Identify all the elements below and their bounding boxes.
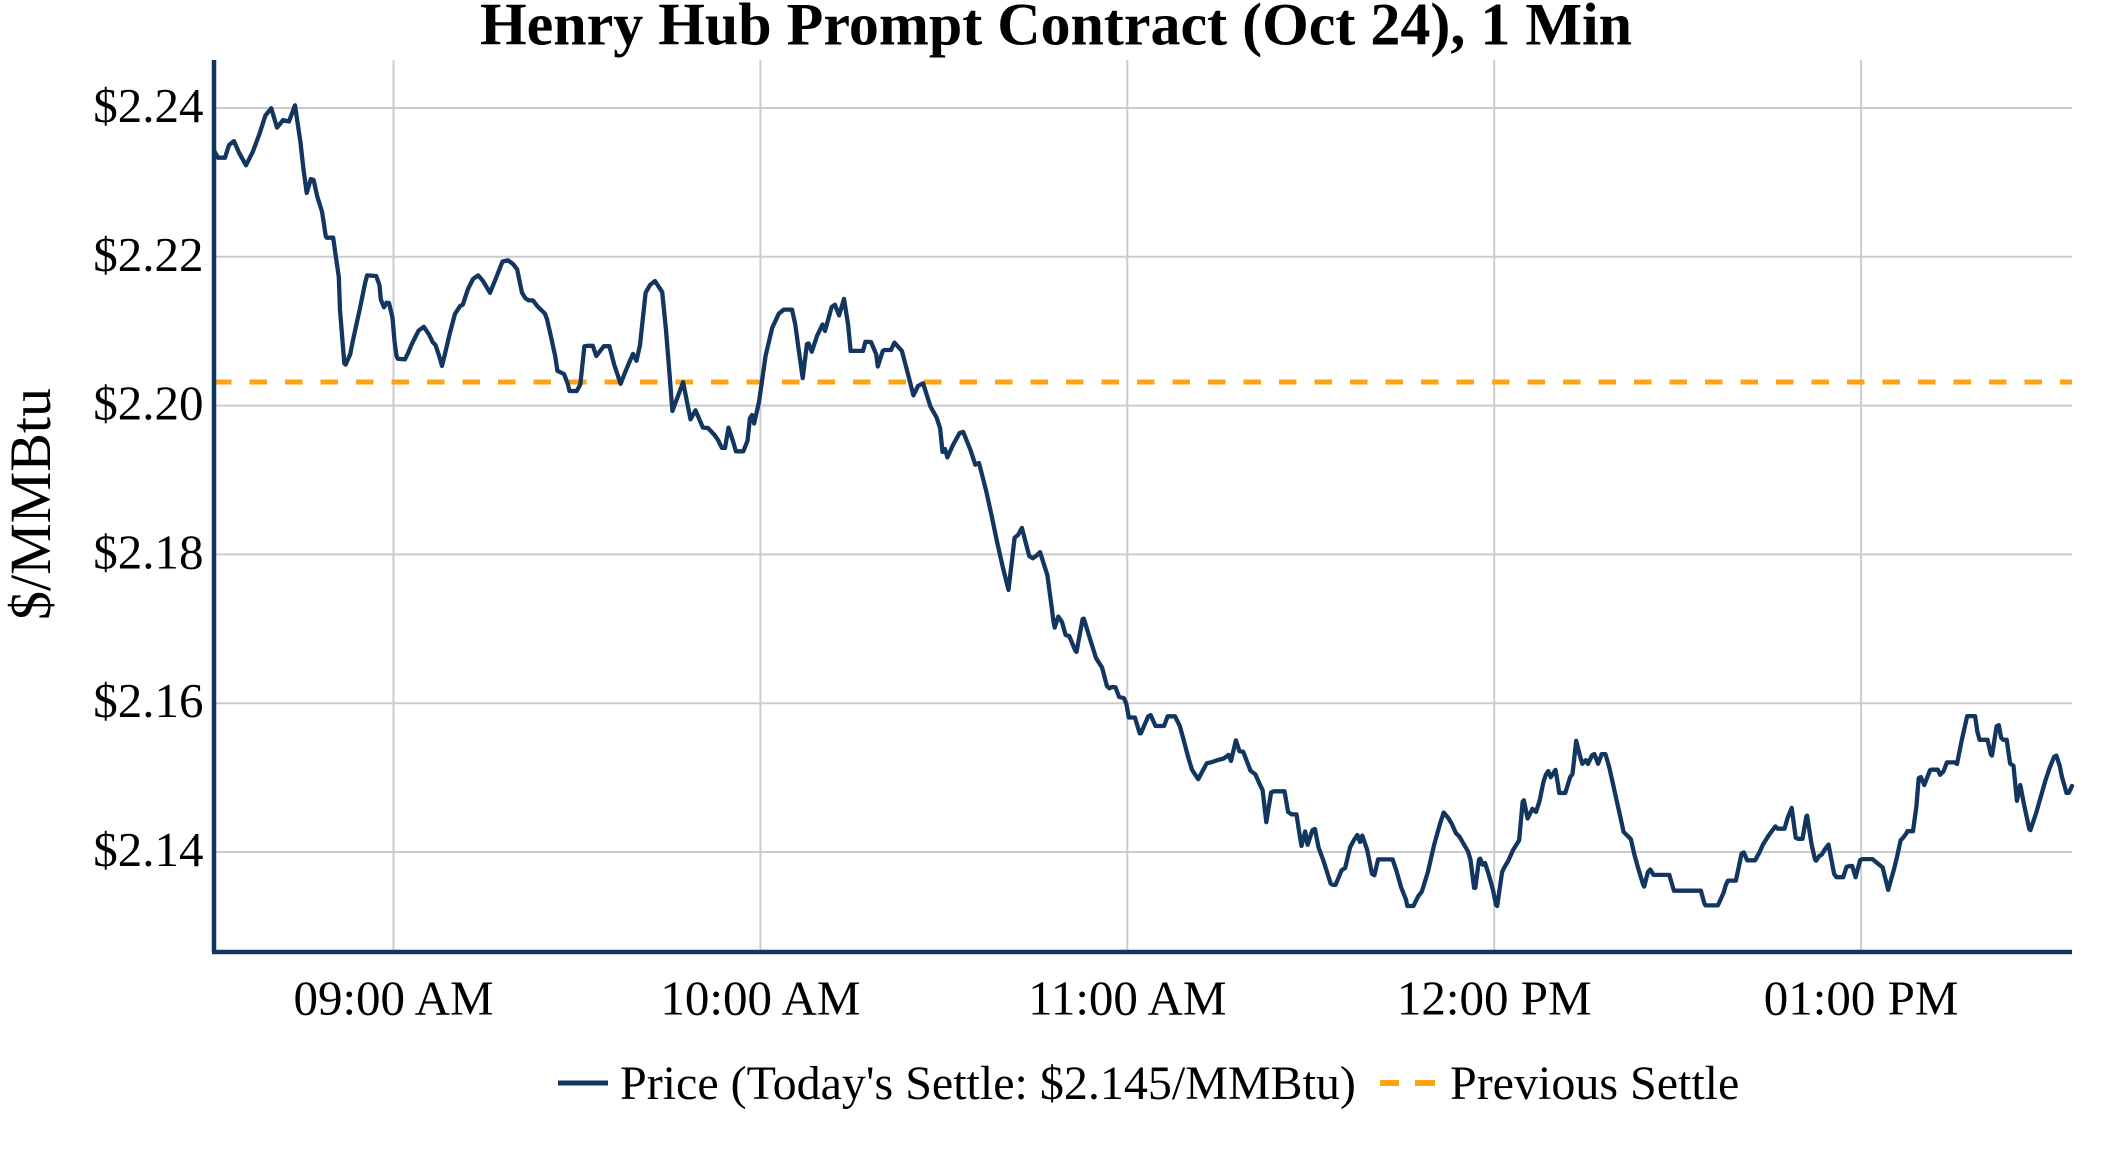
svg-text:10:00 AM: 10:00 AM bbox=[660, 971, 860, 1026]
svg-text:$2.18: $2.18 bbox=[93, 524, 203, 579]
svg-text:09:00 AM: 09:00 AM bbox=[293, 971, 493, 1026]
svg-text:$2.24: $2.24 bbox=[93, 78, 203, 133]
svg-text:Price (Today's Settle: $2.145/: Price (Today's Settle: $2.145/MMBtu) bbox=[620, 1057, 1356, 1110]
svg-text:12:00 PM: 12:00 PM bbox=[1397, 971, 1592, 1026]
svg-text:$2.14: $2.14 bbox=[93, 822, 203, 877]
svg-text:11:00 AM: 11:00 AM bbox=[1028, 971, 1226, 1026]
svg-text:$2.20: $2.20 bbox=[93, 376, 203, 431]
svg-text:Henry Hub Prompt Contract (Oct: Henry Hub Prompt Contract (Oct 24), 1 Mi… bbox=[480, 0, 1632, 58]
svg-text:Previous Settle: Previous Settle bbox=[1450, 1057, 1739, 1110]
svg-text:$2.22: $2.22 bbox=[93, 227, 203, 282]
svg-text:$2.16: $2.16 bbox=[93, 673, 203, 728]
svg-text:$/MMBtu: $/MMBtu bbox=[0, 388, 63, 620]
svg-text:01:00 PM: 01:00 PM bbox=[1764, 971, 1959, 1026]
